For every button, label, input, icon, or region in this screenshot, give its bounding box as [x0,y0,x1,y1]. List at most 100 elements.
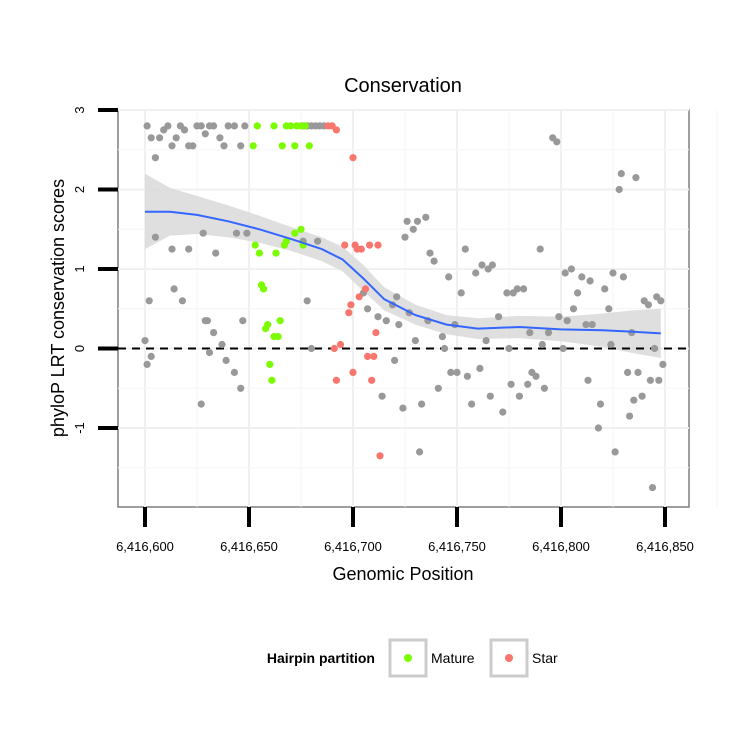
data-point-mature [297,225,305,233]
data-point-mature [270,122,278,130]
data-point-other [638,392,646,400]
data-point-other [378,392,386,400]
data-point-star [374,241,382,249]
data-point-other [230,122,238,130]
data-point-other [197,122,205,130]
data-point-mature [266,360,274,368]
data-point-other [594,424,603,432]
x-tick-label: 6,416,750 [428,539,486,554]
data-point-other [393,293,401,301]
data-point-other [145,297,153,305]
data-point-other [422,213,430,221]
data-point-other [601,285,609,293]
data-point-star [347,301,355,309]
data-point-other [203,317,211,325]
data-point-other [364,305,372,313]
legend-dot-star [505,654,513,662]
smooth-line [145,210,661,335]
data-point-other [615,185,623,194]
data-point-other [314,237,322,245]
data-point-star [345,309,353,317]
smooth-line-layer [145,210,661,335]
confidence-band [145,173,661,358]
data-point-mature [253,122,261,130]
data-point-other [416,448,424,456]
y-tick-label: 0 [72,345,87,352]
y-axis: -1 0 1 2 3 [72,106,118,434]
data-point-other [438,333,446,341]
data-point-other [307,344,315,353]
data-point-mature [282,237,290,245]
data-point-other [657,297,665,305]
data-point-other [218,340,226,349]
data-point-other [476,364,484,372]
data-point-other [426,249,434,257]
data-point-other [434,384,442,392]
data-point-other [399,404,407,412]
data-point-other [168,142,176,150]
data-point-star [336,340,345,349]
data-point-other [486,392,494,400]
data-point-mature [278,142,286,150]
data-point-other [185,245,193,253]
data-point-star [366,241,374,249]
data-point-other [461,245,469,253]
data-point-other [584,376,592,384]
y-tick-label: 1 [72,265,87,272]
data-point-other [495,313,503,321]
x-tick-label: 6,416,800 [532,539,590,554]
data-point-mature [276,317,284,325]
data-point-other [632,174,640,182]
x-tick-label: 6,416,650 [220,539,278,554]
data-point-other [440,344,449,353]
data-point-other [596,400,605,408]
data-point-other [574,289,582,297]
x-tick-label: 6,416,700 [324,539,382,554]
data-point-other [513,285,521,293]
data-point-other [659,360,667,368]
data-point-other [447,368,455,376]
data-point-other [655,376,663,384]
data-point-other [156,134,164,142]
data-point-other [210,329,218,337]
data-point-mature [268,376,276,384]
data-point-other [403,217,411,225]
data-point-other [617,170,625,178]
data-point-star [364,352,372,360]
data-point-other [468,400,476,408]
data-point-other [210,122,218,130]
data-point-other [578,273,586,281]
data-point-other [457,289,465,297]
data-point-other [569,305,578,313]
data-point-other [243,229,251,237]
data-point-other [472,269,480,277]
data-point-star [355,293,363,301]
data-point-star [332,126,340,134]
data-point-mature [305,142,313,150]
series-mature [249,122,313,384]
data-point-other [239,317,247,325]
data-point-other [411,337,419,345]
data-point-other [374,313,382,321]
data-point-other [453,368,461,376]
data-point-other [199,229,207,237]
legend-title: Hairpin partition [267,650,375,666]
data-point-other [609,269,617,277]
data-point-other [180,126,189,134]
data-point-other [201,130,209,138]
series-other [141,122,667,492]
data-point-other [172,134,180,142]
x-tick-label: 6,416,850 [636,539,694,554]
data-point-other [230,368,238,376]
data-point-star [349,154,357,162]
data-point-other [224,122,232,130]
x-axis: 6,416,600 6,416,650 6,416,700 6,416,750 6,41… [116,507,694,554]
data-point-mature [291,142,299,150]
data-point-other [646,376,655,384]
data-point-mature [249,142,257,150]
data-point-other [499,408,507,416]
data-point-other [651,344,659,353]
data-point-mature [260,285,268,293]
data-point-star [341,241,349,249]
x-tick-label: 6,416,600 [116,539,174,554]
